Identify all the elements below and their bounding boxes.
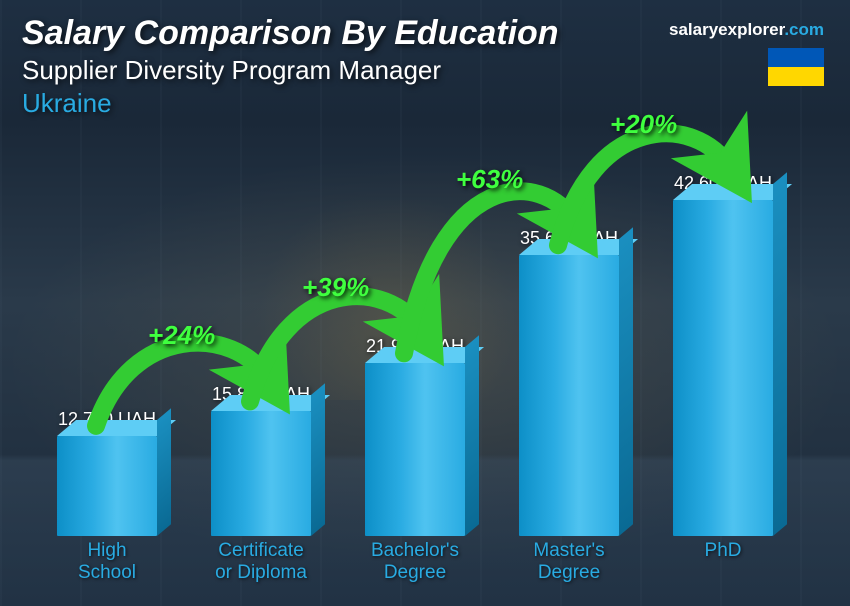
bar [365, 363, 465, 536]
bar-front-face [365, 363, 465, 536]
brand-suffix: .com [784, 20, 824, 39]
flag-icon [768, 48, 824, 86]
chart-country: Ukraine [22, 88, 828, 119]
bar-front-face [673, 200, 773, 536]
flag-top [768, 48, 824, 67]
bar [211, 411, 311, 536]
brand-name: salaryexplorer.com [669, 20, 824, 40]
bar-side-face [773, 172, 787, 536]
bar-label: Certificateor Diploma [184, 540, 338, 590]
bar-chart: 12,700 UAH 15,800 UAH 21,900 UAH 35,600 … [30, 130, 800, 590]
bar [57, 436, 157, 536]
bar-front-face [519, 255, 619, 536]
bar-col: 35,600 UAH [492, 130, 646, 536]
bar-label: PhD [646, 540, 800, 590]
bar-front-face [211, 411, 311, 536]
bar-col: 21,900 UAH [338, 130, 492, 536]
bar-label: HighSchool [30, 540, 184, 590]
bars-area: 12,700 UAH 15,800 UAH 21,900 UAH 35,600 … [30, 130, 800, 536]
bar-col: 42,600 UAH [646, 130, 800, 536]
brand-prefix: salaryexplorer [669, 20, 784, 39]
bar-front-face [57, 436, 157, 536]
bar [519, 255, 619, 536]
bar-label: Master'sDegree [492, 540, 646, 590]
labels-row: HighSchoolCertificateor DiplomaBachelor'… [30, 540, 800, 590]
bar-col: 12,700 UAH [30, 130, 184, 536]
flag-bottom [768, 67, 824, 86]
brand: salaryexplorer.com [669, 20, 824, 86]
bar-col: 15,800 UAH [184, 130, 338, 536]
bar-side-face [157, 408, 171, 536]
bar-side-face [465, 336, 479, 536]
bar-label: Bachelor'sDegree [338, 540, 492, 590]
bar [673, 200, 773, 536]
bar-side-face [619, 227, 633, 536]
bar-side-face [311, 384, 325, 536]
